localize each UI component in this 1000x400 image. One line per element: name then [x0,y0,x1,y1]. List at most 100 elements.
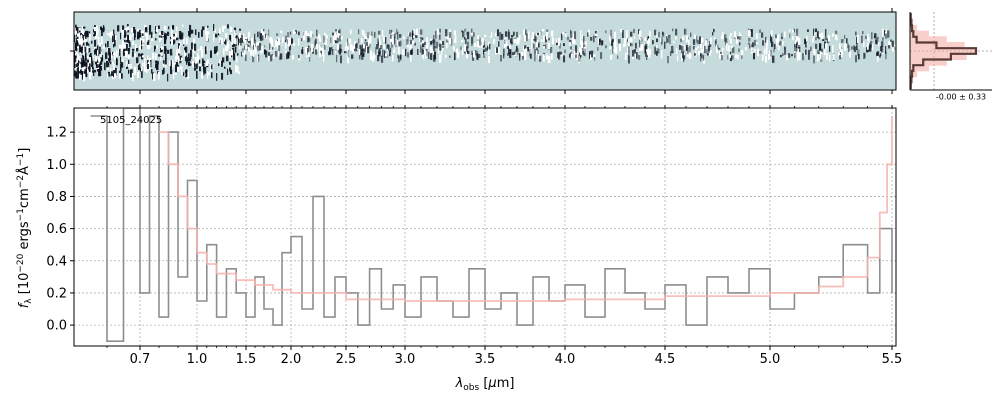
noise-pixel [528,31,530,39]
noise-pixel [808,49,811,54]
noise-pixel [237,53,239,56]
noise-pixel [286,53,288,60]
noise-pixel [80,69,82,74]
noise-pixel [176,62,179,66]
noise-pixel [142,40,144,47]
noise-pixel [121,44,124,51]
noise-pixel [863,52,866,59]
noise-pixel [794,44,796,48]
noise-pixel [464,28,467,32]
noise-pixel [751,44,753,47]
noise-pixel [99,46,101,55]
noise-pixel [75,52,77,56]
noise-pixel [352,45,354,53]
noise-pixel [578,55,581,63]
noise-pixel [155,58,157,61]
noise-pixel [766,39,768,46]
noise-pixel [338,30,341,33]
noise-pixel [121,31,123,40]
noise-pixel [257,55,259,62]
noise-pixel [583,50,585,56]
noise-pixel [764,48,766,56]
noise-pixel [117,25,120,32]
noise-pixel [627,38,629,42]
noise-pixel [716,44,718,53]
noise-pixel [400,54,402,60]
noise-pixel [119,70,122,74]
noise-pixel [202,61,204,67]
noise-pixel [136,48,139,52]
noise-pixel [268,52,270,56]
noise-pixel [644,37,647,41]
profile-annotation: -0.00 ± 0.33 [936,93,986,102]
noise-pixel [411,49,413,55]
noise-pixel [245,40,247,45]
noise-pixel [94,27,96,32]
noise-pixel [228,68,230,71]
noise-pixel [798,42,801,49]
noise-pixel [142,62,144,67]
noise-pixel [848,45,850,52]
noise-pixel [696,35,698,43]
noise-pixel [141,40,143,45]
noise-pixel [262,35,264,41]
noise-pixel [285,35,288,40]
grid [74,108,896,346]
noise-pixel [514,38,517,43]
noise-pixel [340,37,343,40]
noise-pixel [79,40,82,45]
noise-pixel [340,49,343,53]
noise-pixel [505,31,508,37]
noise-pixel [825,43,828,50]
noise-pixel [570,51,572,60]
noise-pixel [464,51,466,54]
noise-pixel [614,41,617,47]
noise-pixel [695,48,698,51]
noise-pixel [676,48,678,55]
noise-pixel [570,31,573,38]
noise-pixel [247,38,249,42]
profile-plot [910,12,992,90]
noise-pixel [701,54,704,59]
noise-pixel [660,38,662,42]
noise-pixel [662,32,665,37]
noise-pixel [748,42,750,45]
noise-pixel [175,32,178,40]
noise-pixel [177,66,180,72]
noise-pixel [153,34,155,37]
noise-pixel [858,54,860,60]
noise-pixel [557,52,559,58]
noise-pixel [671,45,674,54]
noise-pixel [285,39,287,43]
noise-pixel [208,72,210,76]
noise-pixel [239,43,241,47]
noise-pixel [195,57,197,60]
noise-pixel [430,53,433,60]
noise-pixel [234,30,236,35]
noise-pixel [730,38,732,44]
noise-pixel [719,50,721,59]
noise-pixel [493,39,495,44]
noise-pixel [548,37,550,41]
profile-data-line [910,12,978,90]
noise-pixel [882,37,884,41]
noise-pixel [500,54,502,62]
noise-pixel [78,63,80,66]
noise-pixel [805,49,807,55]
noise-pixel [632,50,635,57]
noise-pixel [794,46,797,51]
noise-pixel [165,58,167,65]
noise-pixel [737,54,739,60]
noise-pixel [511,35,514,38]
noise-pixel [725,38,728,46]
noise-pixel [263,28,265,32]
noise-pixel [76,50,78,55]
noise-pixel [74,41,76,47]
noise-pixel [778,34,780,37]
noise-pixel [110,68,112,74]
noise-pixel [851,46,853,50]
noise-pixel [287,39,289,44]
noise-pixel [140,67,142,72]
noise-pixel [272,53,274,57]
noise-pixel [278,37,281,46]
